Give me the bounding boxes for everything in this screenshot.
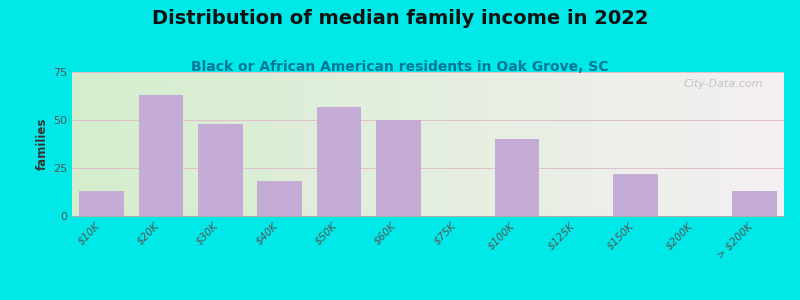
Text: Distribution of median family income in 2022: Distribution of median family income in … bbox=[152, 9, 648, 28]
Bar bbox=[198, 124, 242, 216]
Text: City-Data.com: City-Data.com bbox=[683, 79, 762, 89]
Bar bbox=[79, 191, 124, 216]
Y-axis label: families: families bbox=[36, 118, 49, 170]
Bar bbox=[732, 191, 777, 216]
Bar bbox=[258, 182, 302, 216]
Bar bbox=[614, 174, 658, 216]
Bar bbox=[138, 95, 183, 216]
Bar bbox=[317, 106, 362, 216]
Bar bbox=[376, 120, 421, 216]
Bar bbox=[494, 139, 539, 216]
Text: Black or African American residents in Oak Grove, SC: Black or African American residents in O… bbox=[191, 60, 609, 74]
